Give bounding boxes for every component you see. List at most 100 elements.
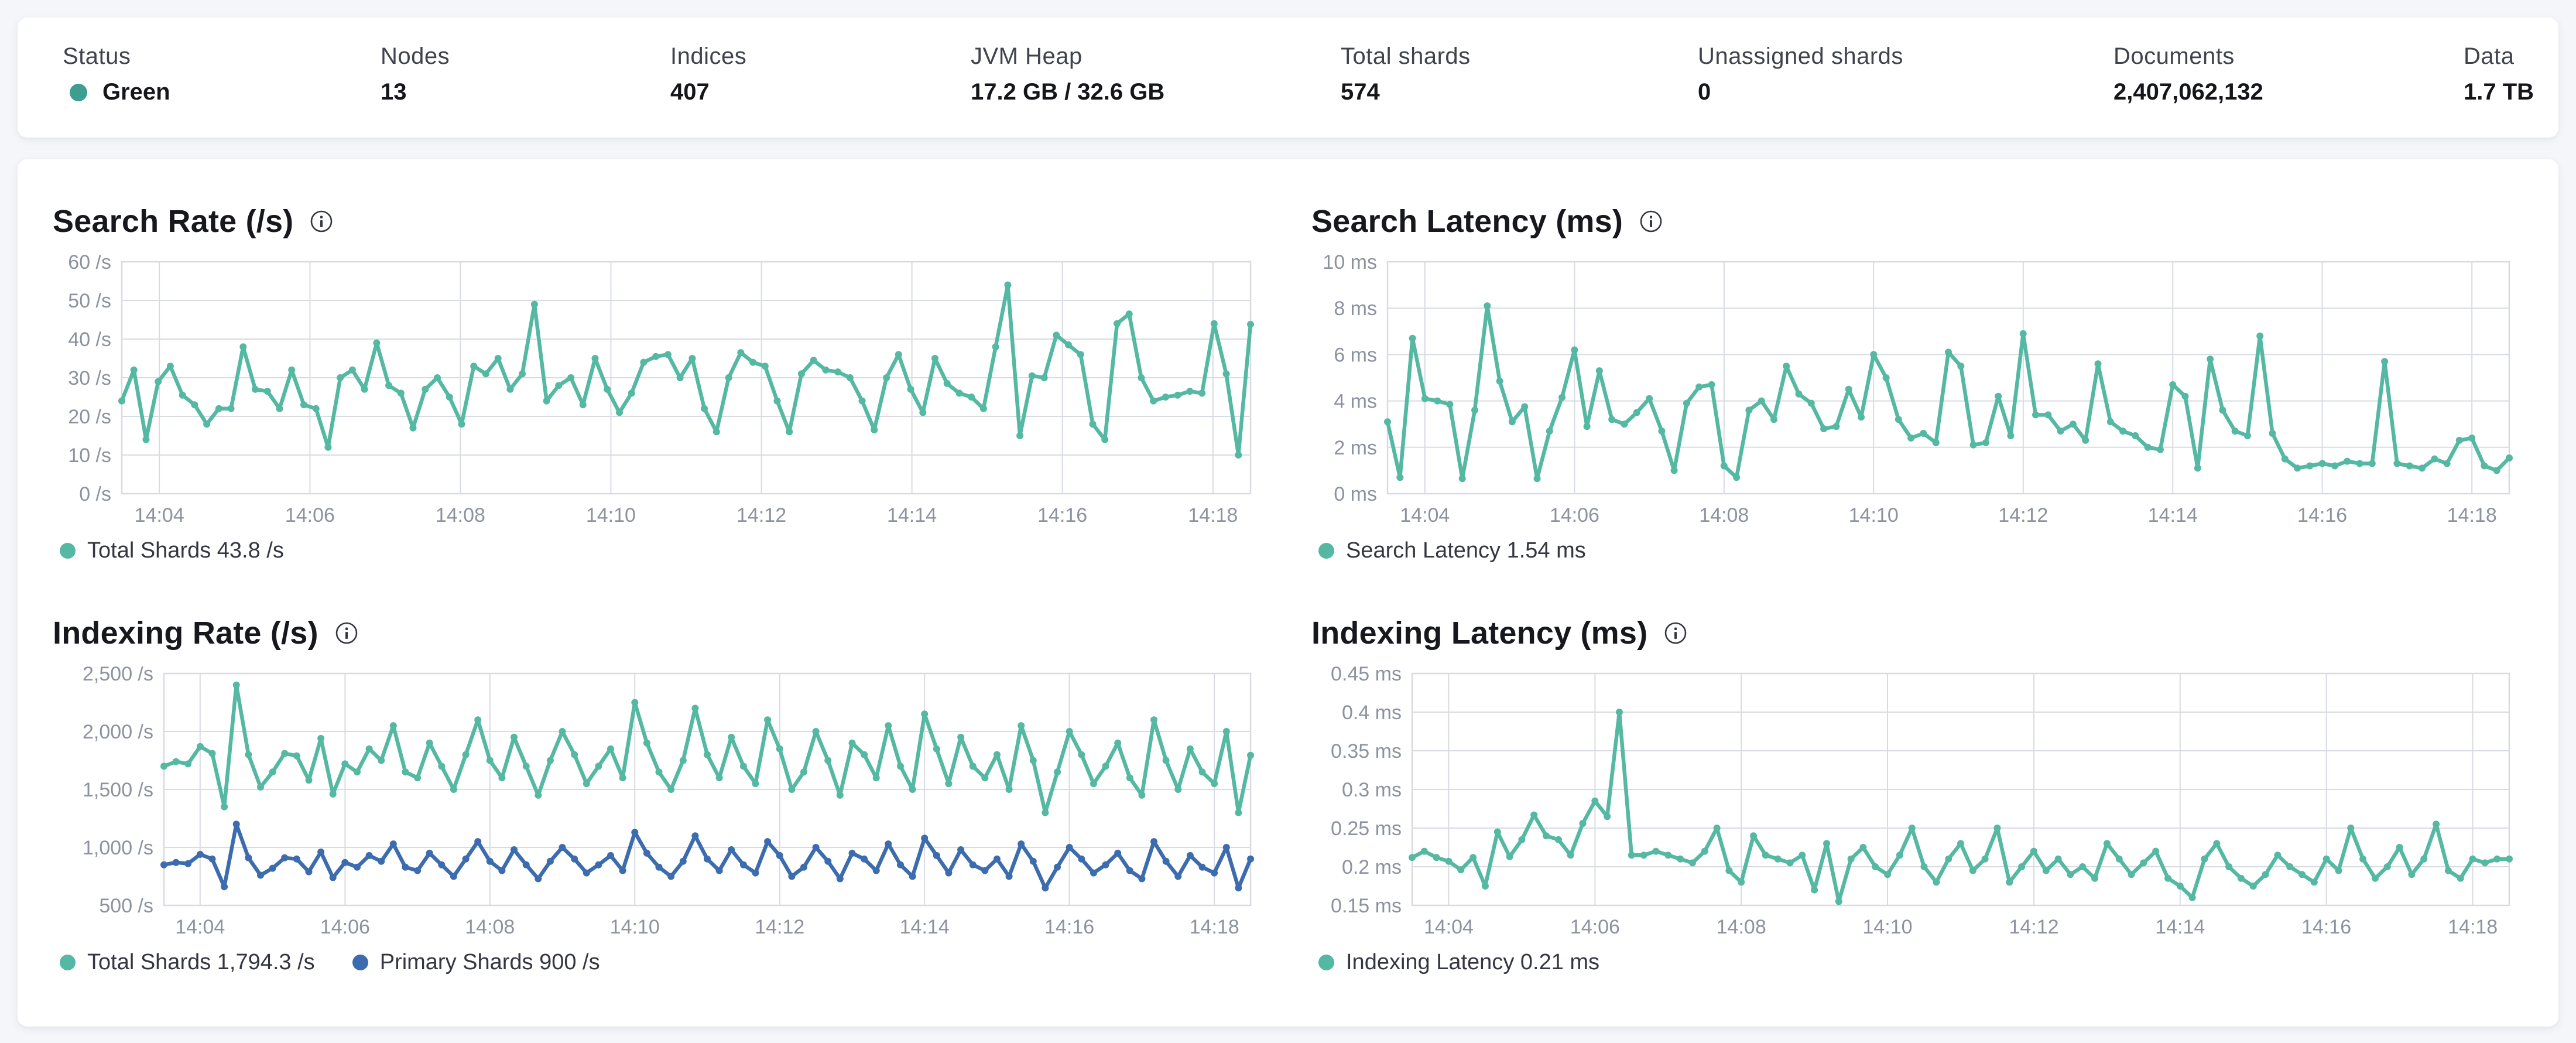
legend-dot (60, 955, 76, 970)
svg-text:14:10: 14:10 (610, 916, 660, 938)
svg-text:0 /s: 0 /s (79, 483, 111, 505)
svg-text:14:08: 14:08 (1717, 916, 1766, 938)
svg-text:14:14: 14:14 (2148, 504, 2198, 526)
svg-text:14:12: 14:12 (737, 504, 786, 526)
svg-text:2,500 /s: 2,500 /s (83, 666, 153, 685)
svg-text:6 ms: 6 ms (1334, 344, 1377, 366)
legend-item: Total Shards 1,794.3 /s (60, 950, 315, 975)
svg-text:14:16: 14:16 (2297, 504, 2347, 526)
legend-dot (60, 543, 76, 559)
metric-value: 2,407,062,132 (2113, 79, 2263, 105)
svg-text:14:08: 14:08 (1699, 504, 1749, 526)
metric-documents: Documents 2,407,062,132 (2113, 43, 2263, 105)
legend-item: Indexing Latency 0.21 ms (1318, 950, 1599, 975)
legend-label: Primary Shards 900 /s (379, 950, 600, 974)
legend-label: Indexing Latency 0.21 ms (1346, 950, 1600, 974)
metric-value: 0 (1698, 79, 1711, 105)
svg-text:14:18: 14:18 (2448, 916, 2498, 938)
metric-label: Data (2464, 43, 2515, 69)
metric-value: 1.7 TB (2464, 79, 2534, 105)
legend-label: Search Latency 1.54 ms (1346, 538, 1586, 563)
svg-text:500 /s: 500 /s (99, 895, 153, 917)
svg-text:14:06: 14:06 (320, 916, 370, 938)
chart-search-latency: Search Latency (ms) 0 ms 2 ms 4 ms 6 ms 8 ms… (1311, 203, 2517, 563)
chart-title: Search Latency (ms) (1311, 204, 1623, 239)
info-icon[interactable] (1663, 620, 1688, 646)
svg-text:14:04: 14:04 (1424, 916, 1474, 938)
legend-item: Primary Shards 900 /s (352, 950, 600, 975)
metric-label: Unassigned shards (1698, 43, 1903, 69)
legend-item: Total Shards 43.8 /s (60, 538, 284, 563)
metric-label: Indices (670, 43, 747, 69)
svg-text:14:10: 14:10 (1862, 916, 1912, 938)
info-icon[interactable] (1638, 208, 1664, 234)
svg-text:4 ms: 4 ms (1334, 391, 1377, 413)
svg-text:1,000 /s: 1,000 /s (83, 837, 153, 859)
svg-text:14:10: 14:10 (586, 504, 636, 526)
svg-text:2 ms: 2 ms (1334, 437, 1377, 459)
legend: Total Shards 1,794.3 /s Primary Shards 9… (53, 950, 1259, 975)
legend-dot (352, 955, 368, 970)
svg-text:14:12: 14:12 (2009, 916, 2058, 938)
metric-label: Total shards (1341, 43, 1471, 69)
legend-item: Search Latency 1.54 ms (1318, 538, 1586, 563)
svg-text:14:08: 14:08 (436, 504, 485, 526)
metric-label: Nodes (381, 43, 450, 69)
svg-text:0.35 ms: 0.35 ms (1331, 740, 1402, 762)
metric-label: Status (63, 43, 131, 69)
info-icon[interactable] (309, 208, 334, 234)
search-latency-plot[interactable]: 0 ms 2 ms 4 ms 6 ms 8 ms 10 ms 14:04 14:06 14:08… (1311, 255, 2517, 530)
metric-data: Data 1.7 TB (2464, 43, 2534, 105)
svg-text:0.45 ms: 0.45 ms (1331, 666, 1402, 685)
svg-text:40 /s: 40 /s (68, 329, 111, 351)
svg-text:14:18: 14:18 (1190, 916, 1239, 938)
svg-text:14:14: 14:14 (900, 916, 950, 938)
metric-value: 17.2 GB / 32.6 GB (971, 79, 1165, 105)
svg-text:8 ms: 8 ms (1334, 297, 1377, 320)
svg-text:60 /s: 60 /s (68, 255, 111, 273)
svg-text:0 ms: 0 ms (1334, 483, 1377, 505)
svg-text:50 /s: 50 /s (68, 290, 111, 312)
chart-indexing-rate: Indexing Rate (/s) 500 /s 1,000 /s 1,500 /… (53, 615, 1259, 975)
svg-text:14:08: 14:08 (465, 916, 515, 938)
svg-text:0.4 ms: 0.4 ms (1342, 702, 1402, 724)
svg-text:10 /s: 10 /s (68, 444, 111, 467)
legend-label: Total Shards 43.8 /s (87, 538, 284, 563)
svg-text:30 /s: 30 /s (68, 367, 111, 389)
metric-label: Documents (2113, 43, 2235, 69)
chart-indexing-latency: Indexing Latency (ms) 0.15 ms 0.2 ms 0.25 … (1311, 615, 2517, 975)
svg-text:10 ms: 10 ms (1323, 255, 1377, 273)
legend-dot (1318, 955, 1334, 970)
svg-text:14:18: 14:18 (2447, 504, 2497, 526)
metric-total-shards: Total shards 574 (1341, 43, 1471, 105)
svg-text:0.15 ms: 0.15 ms (1331, 895, 1402, 917)
legend: Indexing Latency 0.21 ms (1311, 950, 2517, 975)
metric-value: 407 (670, 79, 710, 105)
chart-title: Indexing Latency (ms) (1311, 615, 1648, 651)
svg-text:2,000 /s: 2,000 /s (83, 721, 153, 743)
legend-label: Total Shards 1,794.3 /s (87, 950, 315, 974)
svg-text:14:04: 14:04 (1400, 504, 1450, 526)
svg-text:14:16: 14:16 (1044, 916, 1094, 938)
svg-text:0.3 ms: 0.3 ms (1342, 779, 1402, 801)
svg-text:14:04: 14:04 (135, 504, 184, 526)
metric-status: Status Green (63, 43, 170, 105)
search-rate-plot[interactable]: 0 /s 10 /s 20 /s 30 /s 40 /s 50 /s 60 /s 14:04 1… (53, 255, 1259, 530)
chart-title: Search Rate (/s) (53, 204, 294, 239)
svg-text:14:06: 14:06 (285, 504, 335, 526)
indexing-latency-plot[interactable]: 0.15 ms 0.2 ms 0.25 ms 0.3 ms 0.35 ms 0.4 ms 0… (1311, 666, 2517, 942)
svg-text:14:14: 14:14 (2155, 916, 2205, 938)
svg-text:14:06: 14:06 (1570, 916, 1620, 938)
svg-text:14:06: 14:06 (1550, 504, 1599, 526)
metrics-panel: Search Rate (/s) 0 /s 10 /s 20 /s 30 /s 40 /… (18, 159, 2558, 1027)
svg-text:1,500 /s: 1,500 /s (83, 779, 153, 801)
svg-text:14:16: 14:16 (1037, 504, 1087, 526)
svg-text:20 /s: 20 /s (68, 406, 111, 428)
indexing-rate-plot[interactable]: 500 /s 1,000 /s 1,500 /s 2,000 /s 2,500 /s 14… (53, 666, 1259, 942)
cluster-overview-bar: Status Green Nodes 13 Indices 407 JVM He… (18, 18, 2558, 138)
svg-text:14:12: 14:12 (1998, 504, 2048, 526)
info-icon[interactable] (334, 620, 359, 646)
metric-value: 574 (1341, 79, 1380, 105)
metric-unassigned-shards: Unassigned shards 0 (1698, 43, 1903, 105)
svg-text:14:14: 14:14 (887, 504, 937, 526)
